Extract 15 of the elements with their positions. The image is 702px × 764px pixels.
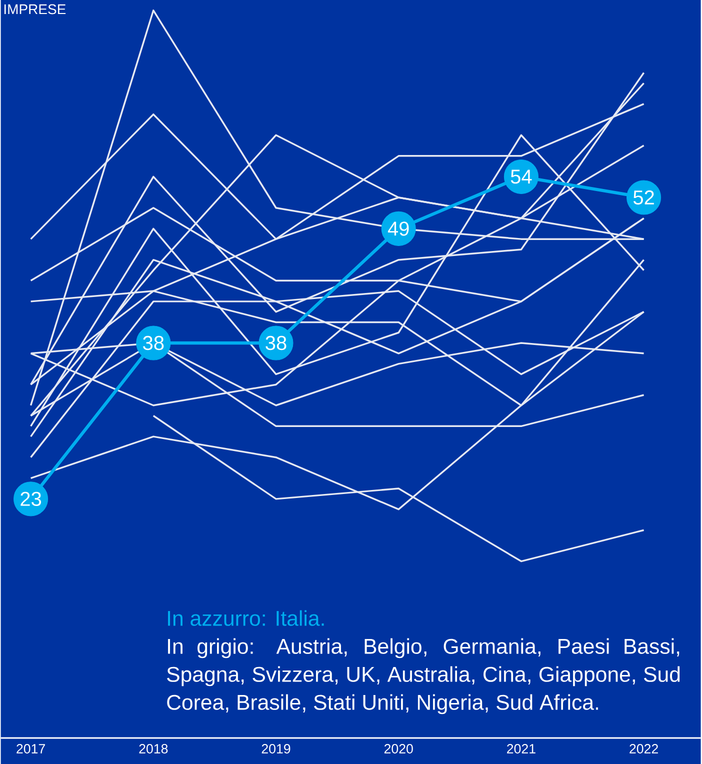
x-tick-label: 2017	[16, 744, 46, 754]
data-label: 38	[266, 336, 286, 350]
data-label: 52	[634, 190, 654, 205]
x-tick-label: 2022	[630, 744, 658, 754]
annotation: In grigio: Austria, Belgio, Germania, Paesi Bassi, Spagna, Svizzera, UK, Australia, Cina, Giappone, Sud Corea, Brasile, Stati Uniti, Nigeria, Sud Africa.	[167, 638, 680, 714]
x-tick-label: 2018	[139, 744, 168, 754]
annotation: In azzurro: Italia.	[168, 610, 324, 626]
data-label: 38	[143, 336, 164, 350]
chart-title: IMPRESE	[4, 4, 66, 14]
data-label: 23	[20, 492, 42, 506]
x-tick-label: 2021	[507, 744, 536, 754]
x-tick-label: 2020	[384, 744, 414, 754]
x-tick-label: 2019	[262, 744, 290, 754]
data-label: 54	[511, 170, 532, 184]
data-label: 49	[388, 222, 409, 236]
